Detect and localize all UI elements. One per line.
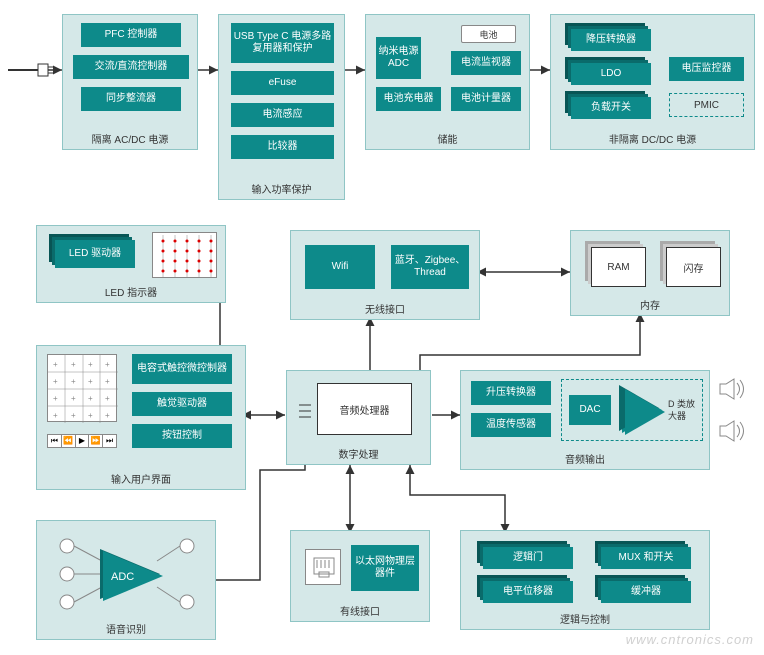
svg-text:+: + xyxy=(71,411,76,420)
box-wifi: Wifi xyxy=(305,245,375,289)
box-buff: 缓冲器 xyxy=(601,581,691,603)
svg-text:+: + xyxy=(105,377,110,386)
svg-text:+: + xyxy=(53,394,58,403)
box-charger: 电池充电器 xyxy=(376,87,441,111)
svg-text:+: + xyxy=(105,360,110,369)
box-captouch: 电容式触控微控制器 xyxy=(132,354,232,384)
label-led: LED 指示器 xyxy=(37,284,225,299)
label-storage: 储能 xyxy=(366,131,529,146)
box-led-drv: LED 驱动器 xyxy=(55,240,135,268)
group-input-power: USB Type C 电源多路复用器和保护 eFuse 电流感应 比较器 输入功… xyxy=(218,14,345,200)
box-comparator: 比较器 xyxy=(231,135,334,159)
box-usbc: USB Type C 电源多路复用器和保护 xyxy=(231,23,334,63)
box-audio-proc: 音频处理器 xyxy=(317,383,412,435)
label-logic: 逻辑与控制 xyxy=(461,611,709,626)
svg-text:+: + xyxy=(105,411,110,420)
svg-text:+: + xyxy=(53,411,58,420)
box-battery: 电池 xyxy=(461,25,516,43)
classd-icon: D 类放 大器 xyxy=(616,385,698,435)
box-bt: 蓝牙、Zigbee、Thread xyxy=(391,245,469,289)
box-buck: 降压转换器 xyxy=(571,29,651,51)
group-logic: 逻辑门 电平位移器 MUX 和开关 缓冲器 逻辑与控制 xyxy=(460,530,710,630)
box-pmic: PMIC xyxy=(669,93,744,117)
box-eth: 以太网物理层器件 xyxy=(351,545,419,591)
box-boost: 升压转换器 xyxy=(471,381,551,405)
media-buttons: ⏮⏪▶⏩⏭ xyxy=(47,434,117,448)
label-wired: 有线接口 xyxy=(291,603,429,618)
svg-text:+: + xyxy=(88,411,93,420)
svg-text:+: + xyxy=(88,360,93,369)
mic-array-icon: ADC xyxy=(47,531,207,617)
group-storage: 纳米电源ADC 电池充电器 电池 电流监视器 电池计量器 储能 xyxy=(365,14,530,150)
group-led: LED 驱动器 LED 指示器 xyxy=(36,225,226,303)
box-ram: RAM xyxy=(591,247,646,287)
watermark: www.cntronics.com xyxy=(626,632,754,647)
label-input-power: 输入功率保护 xyxy=(219,181,344,196)
label-audio-out: 音频输出 xyxy=(461,451,709,466)
speaker-icon-2 xyxy=(718,420,748,447)
svg-text:+: + xyxy=(88,394,93,403)
box-gate: 逻辑门 xyxy=(483,547,573,569)
touch-grid: + + + + + + + + + + + + + + + + xyxy=(47,354,117,422)
box-flash: 闪存 xyxy=(666,247,721,287)
svg-text:+: + xyxy=(53,360,58,369)
group-voice: ADC 语音识别 xyxy=(36,520,216,640)
box-temp: 温度传感器 xyxy=(471,413,551,437)
led-matrix xyxy=(152,232,217,278)
box-nano-adc: 纳米电源ADC xyxy=(376,37,421,79)
svg-text:+: + xyxy=(71,394,76,403)
label-acdc: 隔离 AC/DC 电源 xyxy=(63,131,197,146)
svg-text:+: + xyxy=(53,377,58,386)
svg-text:+: + xyxy=(88,377,93,386)
box-current-sense: 电流感应 xyxy=(231,103,334,127)
box-haptic: 触觉驱动器 xyxy=(132,392,232,416)
box-acdc-ctrl: 交流/直流控制器 xyxy=(73,55,189,79)
group-acdc: PFC 控制器 交流/直流控制器 同步整流器 隔离 AC/DC 电源 xyxy=(62,14,198,150)
box-dac: DAC xyxy=(569,395,611,425)
label-input-ui: 输入用户界面 xyxy=(37,471,245,486)
group-input-ui: + + + + + + + + + + + + + + + + ⏮⏪▶⏩⏭ 电容式触控微控制器 触觉驱动… xyxy=(36,345,246,490)
box-gauge: 电池计量器 xyxy=(451,87,521,111)
box-loadsw: 负载开关 xyxy=(571,97,651,119)
svg-text:+: + xyxy=(71,360,76,369)
label-memory: 内存 xyxy=(571,297,729,312)
group-memory: RAM 闪存 内存 xyxy=(570,230,730,316)
box-sync-rect: 同步整流器 xyxy=(81,87,181,111)
chip-pins-icon xyxy=(299,401,311,421)
label-voice: 语音识别 xyxy=(37,621,215,636)
box-level: 电平位移器 xyxy=(483,581,573,603)
label-dsp: 数字处理 xyxy=(287,446,430,461)
box-efuse: eFuse xyxy=(231,71,334,95)
group-dsp: 音频处理器 数字处理 xyxy=(286,370,431,465)
ethernet-jack-icon xyxy=(305,549,341,585)
group-dcdc: 降压转换器 LDO 负载开关 电压监控器 PMIC 非隔离 DC/DC 电源 xyxy=(550,14,755,150)
box-vmon: 电压监控器 xyxy=(669,57,744,81)
svg-text:ADC: ADC xyxy=(111,571,134,583)
speaker-icon-1 xyxy=(718,378,748,405)
svg-text:大器: 大器 xyxy=(668,410,686,421)
group-wired: 以太网物理层器件 有线接口 xyxy=(290,530,430,622)
box-btn: 按钮控制 xyxy=(132,424,232,448)
svg-text:+: + xyxy=(71,377,76,386)
svg-text:+: + xyxy=(105,394,110,403)
box-mux: MUX 和开关 xyxy=(601,547,691,569)
box-ldo: LDO xyxy=(571,63,651,85)
label-dcdc: 非隔离 DC/DC 电源 xyxy=(551,131,754,146)
label-wireless: 无线接口 xyxy=(291,301,479,316)
group-audio-out: 升压转换器 温度传感器 DAC D 类放 大器 音频输出 xyxy=(460,370,710,470)
box-monitor: 电流监视器 xyxy=(451,51,521,75)
svg-text:D 类放: D 类放 xyxy=(668,398,695,409)
group-wireless: Wifi 蓝牙、Zigbee、Thread 无线接口 xyxy=(290,230,480,320)
box-pfc: PFC 控制器 xyxy=(81,23,181,47)
plug-icon xyxy=(8,60,53,80)
